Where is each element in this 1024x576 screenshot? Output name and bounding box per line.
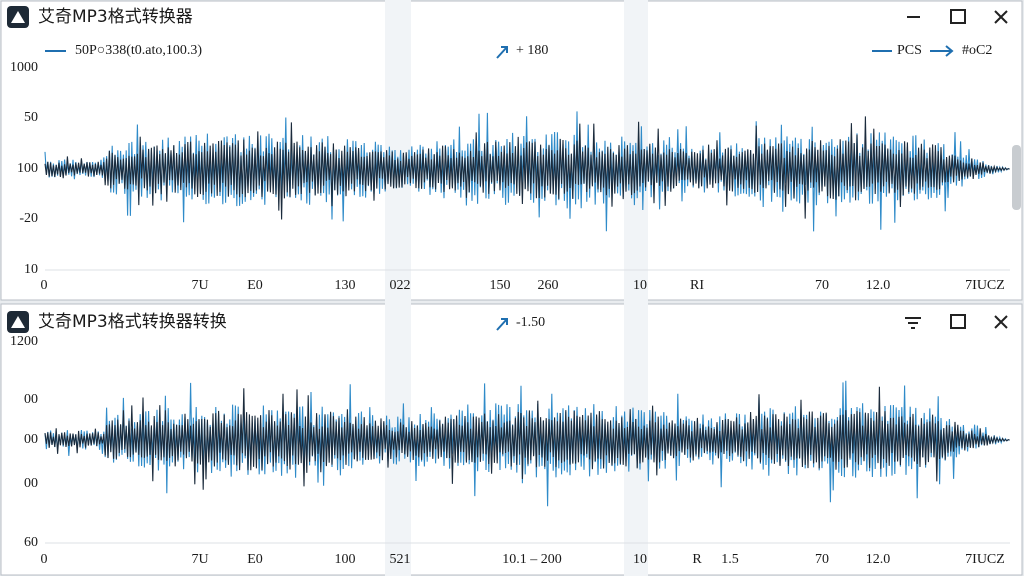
x-label: R xyxy=(692,552,702,567)
x-label: RI xyxy=(690,278,704,293)
y-label: 60 xyxy=(24,535,38,550)
x-label: E0 xyxy=(247,278,263,293)
x-label: 70 xyxy=(815,552,829,567)
legend-label: 50P○338(t0.ato,100.3) xyxy=(75,43,202,58)
x-label: 1.5 xyxy=(721,552,739,567)
y-label: 100 xyxy=(17,161,38,176)
legend-label: PCS xyxy=(897,43,922,58)
legend-label: + 180 xyxy=(516,43,548,58)
x-label: 022 xyxy=(390,278,411,293)
x-label: 521 xyxy=(390,552,411,567)
y-label: -20 xyxy=(19,211,38,226)
app-icon xyxy=(7,311,29,333)
x-label: 150 xyxy=(490,278,511,293)
app-icon xyxy=(7,6,29,28)
legend-label: #oC2 xyxy=(962,43,992,58)
close-button[interactable] xyxy=(994,315,1008,329)
x-label: 7IUCZ xyxy=(965,552,1005,567)
x-label: 0 xyxy=(41,278,48,293)
x-label: 130 xyxy=(335,278,356,293)
x-label: 7U xyxy=(191,552,208,567)
x-label: 260 xyxy=(538,278,559,293)
y-label: 50 xyxy=(24,110,38,125)
y-label: 10 xyxy=(24,262,38,277)
y-label: 00 xyxy=(24,432,38,447)
maximize-button[interactable] xyxy=(950,314,966,329)
legend-label: -1.50 xyxy=(516,315,545,330)
y-label: 1200 xyxy=(10,334,38,349)
x-label: 100 xyxy=(335,552,356,567)
stripe xyxy=(624,0,648,576)
maximize-button[interactable] xyxy=(950,9,966,24)
stripe xyxy=(385,0,411,576)
y-label: 00 xyxy=(24,476,38,491)
window-title: 艾奇MP3格式转换器转换 xyxy=(38,312,227,332)
x-label: 7IUCZ xyxy=(965,278,1005,293)
x-label: 10 xyxy=(633,552,647,567)
window-title: 艾奇MP3格式转换器 xyxy=(38,7,193,27)
x-label: E0 xyxy=(247,552,263,567)
x-label: 10 xyxy=(633,278,647,293)
waveform xyxy=(44,116,1010,220)
close-button[interactable] xyxy=(994,10,1008,24)
legend-keys xyxy=(45,45,954,331)
scrollbar[interactable] xyxy=(1012,145,1021,210)
menu-button[interactable] xyxy=(905,317,921,329)
x-label: 70 xyxy=(815,278,829,293)
x-label: 12.0 xyxy=(866,278,891,293)
x-label: 12.0 xyxy=(866,552,891,567)
x-label: 7U xyxy=(191,278,208,293)
waveform xyxy=(44,386,1010,490)
x-label: 10.1 – 200 xyxy=(502,552,562,567)
y-label: 1000 xyxy=(10,60,38,75)
x-label: 0 xyxy=(41,552,48,567)
y-label: 00 xyxy=(24,392,38,407)
